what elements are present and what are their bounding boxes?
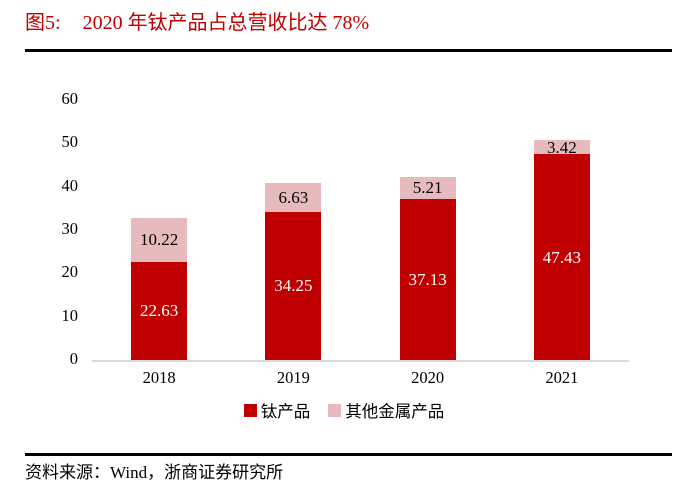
bar-segment: 5.21 (399, 176, 456, 200)
legend-item: 钛产品 (243, 398, 311, 422)
x-tick-label: 2021 (545, 368, 579, 387)
bar-segment: 10.22 (131, 217, 188, 262)
bar-segment: 3.42 (533, 137, 590, 157)
legend-label: 其他金属产品 (345, 402, 445, 421)
bar-value-label: 22.63 (140, 301, 179, 321)
source-note: 资料来源：Wind，浙商证券研究所 (25, 463, 284, 482)
bar-value-label: 34.25 (274, 276, 313, 296)
y-tick-label: 30 (61, 219, 79, 238)
y-tick-label: 20 (61, 262, 79, 282)
bar-value-label: 3.42 (547, 137, 577, 157)
title-divider (25, 49, 672, 52)
bar-value-label: 37.13 (408, 270, 447, 290)
bar-value-label: 6.63 (278, 187, 309, 207)
chart-legend: 钛产品 其他金属产品 (0, 398, 688, 422)
legend-swatch (328, 403, 342, 417)
figure-title: 图5: 2020 年钛产品占总营收比达 78% (25, 10, 369, 36)
bar-segment: 22.63 (131, 261, 188, 360)
legend-label: 钛产品 (260, 402, 311, 421)
legend-swatch (243, 403, 257, 417)
bar-value-label: 10.22 (140, 230, 179, 250)
figure-title-text: 2020 年钛产品占总营收比达 78% (82, 12, 370, 34)
y-tick-label: 40 (61, 175, 79, 195)
y-tick-label: 50 (61, 132, 79, 152)
legend-item: 其他金属产品 (328, 398, 444, 422)
x-tick-label: 2018 (142, 368, 176, 387)
y-tick-label: 60 (61, 89, 79, 108)
bar-segment: 34.25 (265, 211, 322, 360)
x-axis-line (92, 360, 629, 362)
source-divider (25, 453, 672, 456)
bar-value-label: 47.43 (542, 247, 581, 267)
y-tick-label: 10 (61, 305, 79, 325)
x-tick-label: 2020 (411, 368, 445, 387)
bar-segment: 37.13 (399, 199, 456, 360)
bar-value-label: 5.21 (412, 178, 443, 198)
bar-segment: 6.63 (265, 182, 322, 212)
figure-number-label: 图5: (25, 12, 61, 34)
bar-segment: 47.43 (533, 154, 590, 360)
x-tick-label: 2019 (276, 368, 310, 387)
y-tick-label: 0 (69, 349, 78, 368)
